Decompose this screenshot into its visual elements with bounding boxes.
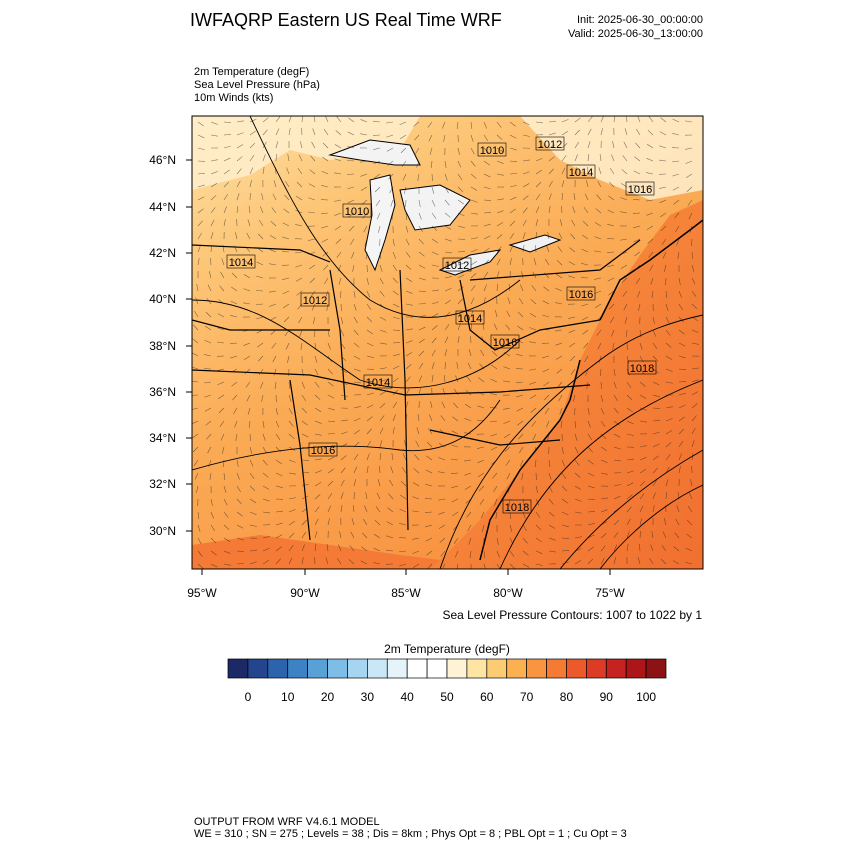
colorbar-label: 80 xyxy=(560,690,574,704)
colorbar-label: 70 xyxy=(520,690,534,704)
colorbar-box xyxy=(407,659,427,678)
field-label: Sea Level Pressure (hPa) xyxy=(194,79,320,91)
colorbar-box xyxy=(427,659,447,678)
colorbar-label: 60 xyxy=(480,690,494,704)
colorbar-box xyxy=(487,659,507,678)
colorbar-box xyxy=(268,659,288,678)
footer-line: OUTPUT FROM WRF V4.6.1 MODEL xyxy=(194,816,380,828)
lat-label: 36°N xyxy=(149,385,176,399)
colorbar-box xyxy=(367,659,387,678)
lat-label: 34°N xyxy=(149,431,176,445)
lon-label: 95°W xyxy=(187,586,217,600)
contour-label: 1012 xyxy=(303,295,327,307)
colorbar-label: 50 xyxy=(440,690,454,704)
lon-label: 80°W xyxy=(493,586,523,600)
contour-label: 1010 xyxy=(345,206,369,218)
contour-label: 1016 xyxy=(569,289,593,301)
colorbar-box xyxy=(606,659,626,678)
lat-label: 32°N xyxy=(149,477,176,491)
contour-label: 1012 xyxy=(538,139,562,151)
contour-label: 1018 xyxy=(505,502,529,514)
lat-label: 46°N xyxy=(149,153,176,167)
contour-label: 1010 xyxy=(480,145,504,157)
lon-label: 90°W xyxy=(290,586,320,600)
lat-label: 30°N xyxy=(149,524,176,538)
colorbar-label: 20 xyxy=(321,690,335,704)
lon-label: 75°W xyxy=(595,586,625,600)
colorbar-label: 30 xyxy=(361,690,375,704)
colorbar-box xyxy=(387,659,407,678)
colorbar-box xyxy=(228,659,248,678)
colorbar-box xyxy=(447,659,467,678)
colorbar: 0 10 20 30 40 50 60 70 80 90 100 xyxy=(228,659,666,704)
field-label: 2m Temperature (degF) xyxy=(194,66,309,78)
init-time: Init: 2025-06-30_00:00:00 xyxy=(577,14,703,26)
lat-label: 42°N xyxy=(149,246,176,260)
lat-axis: 46°N 44°N 42°N 40°N 38°N 36°N 34°N 32°N 30°N xyxy=(149,153,192,538)
lat-label: 38°N xyxy=(149,339,176,353)
colorbar-box xyxy=(586,659,606,678)
colorbar-box xyxy=(248,659,268,678)
lat-label: 44°N xyxy=(149,200,176,214)
colorbar-box xyxy=(328,659,348,678)
lat-label: 40°N xyxy=(149,292,176,306)
colorbar-box xyxy=(566,659,586,678)
contour-label: 1016 xyxy=(311,445,335,457)
colorbar-label: 10 xyxy=(281,690,295,704)
colorbar-box xyxy=(308,659,328,678)
colorbar-box xyxy=(547,659,567,678)
colorbar-box xyxy=(626,659,646,678)
contour-label: 1016 xyxy=(493,337,517,349)
contour-note: Sea Level Pressure Contours: 1007 to 102… xyxy=(443,608,703,622)
colorbar-box xyxy=(507,659,527,678)
colorbar-box xyxy=(347,659,367,678)
contour-label: 1016 xyxy=(628,184,652,196)
contour-label: 1014 xyxy=(569,167,593,179)
field-label: 10m Winds (kts) xyxy=(194,92,273,104)
colorbar-box xyxy=(646,659,666,678)
colorbar-box xyxy=(467,659,487,678)
colorbar-label: 40 xyxy=(401,690,415,704)
lon-axis: 95°W 90°W 85°W 80°W 75°W xyxy=(187,569,625,600)
title: IWFAQRP Eastern US Real Time WRF xyxy=(190,10,502,30)
contour-label: 1014 xyxy=(366,377,390,389)
contour-label: 1014 xyxy=(458,313,482,325)
colorbar-title: 2m Temperature (degF) xyxy=(384,642,510,656)
lon-label: 85°W xyxy=(391,586,421,600)
contour-label: 1018 xyxy=(630,363,654,375)
colorbar-box xyxy=(527,659,547,678)
footer-line: WE = 310 ; SN = 275 ; Levels = 38 ; Dis … xyxy=(194,828,627,840)
colorbar-label: 90 xyxy=(600,690,614,704)
colorbar-label: 100 xyxy=(636,690,656,704)
valid-time: Valid: 2025-06-30_13:00:00 xyxy=(568,28,703,40)
colorbar-box xyxy=(288,659,308,678)
colorbar-label: 0 xyxy=(245,690,252,704)
contour-label: 1012 xyxy=(445,260,469,272)
contour-label: 1014 xyxy=(229,257,253,269)
